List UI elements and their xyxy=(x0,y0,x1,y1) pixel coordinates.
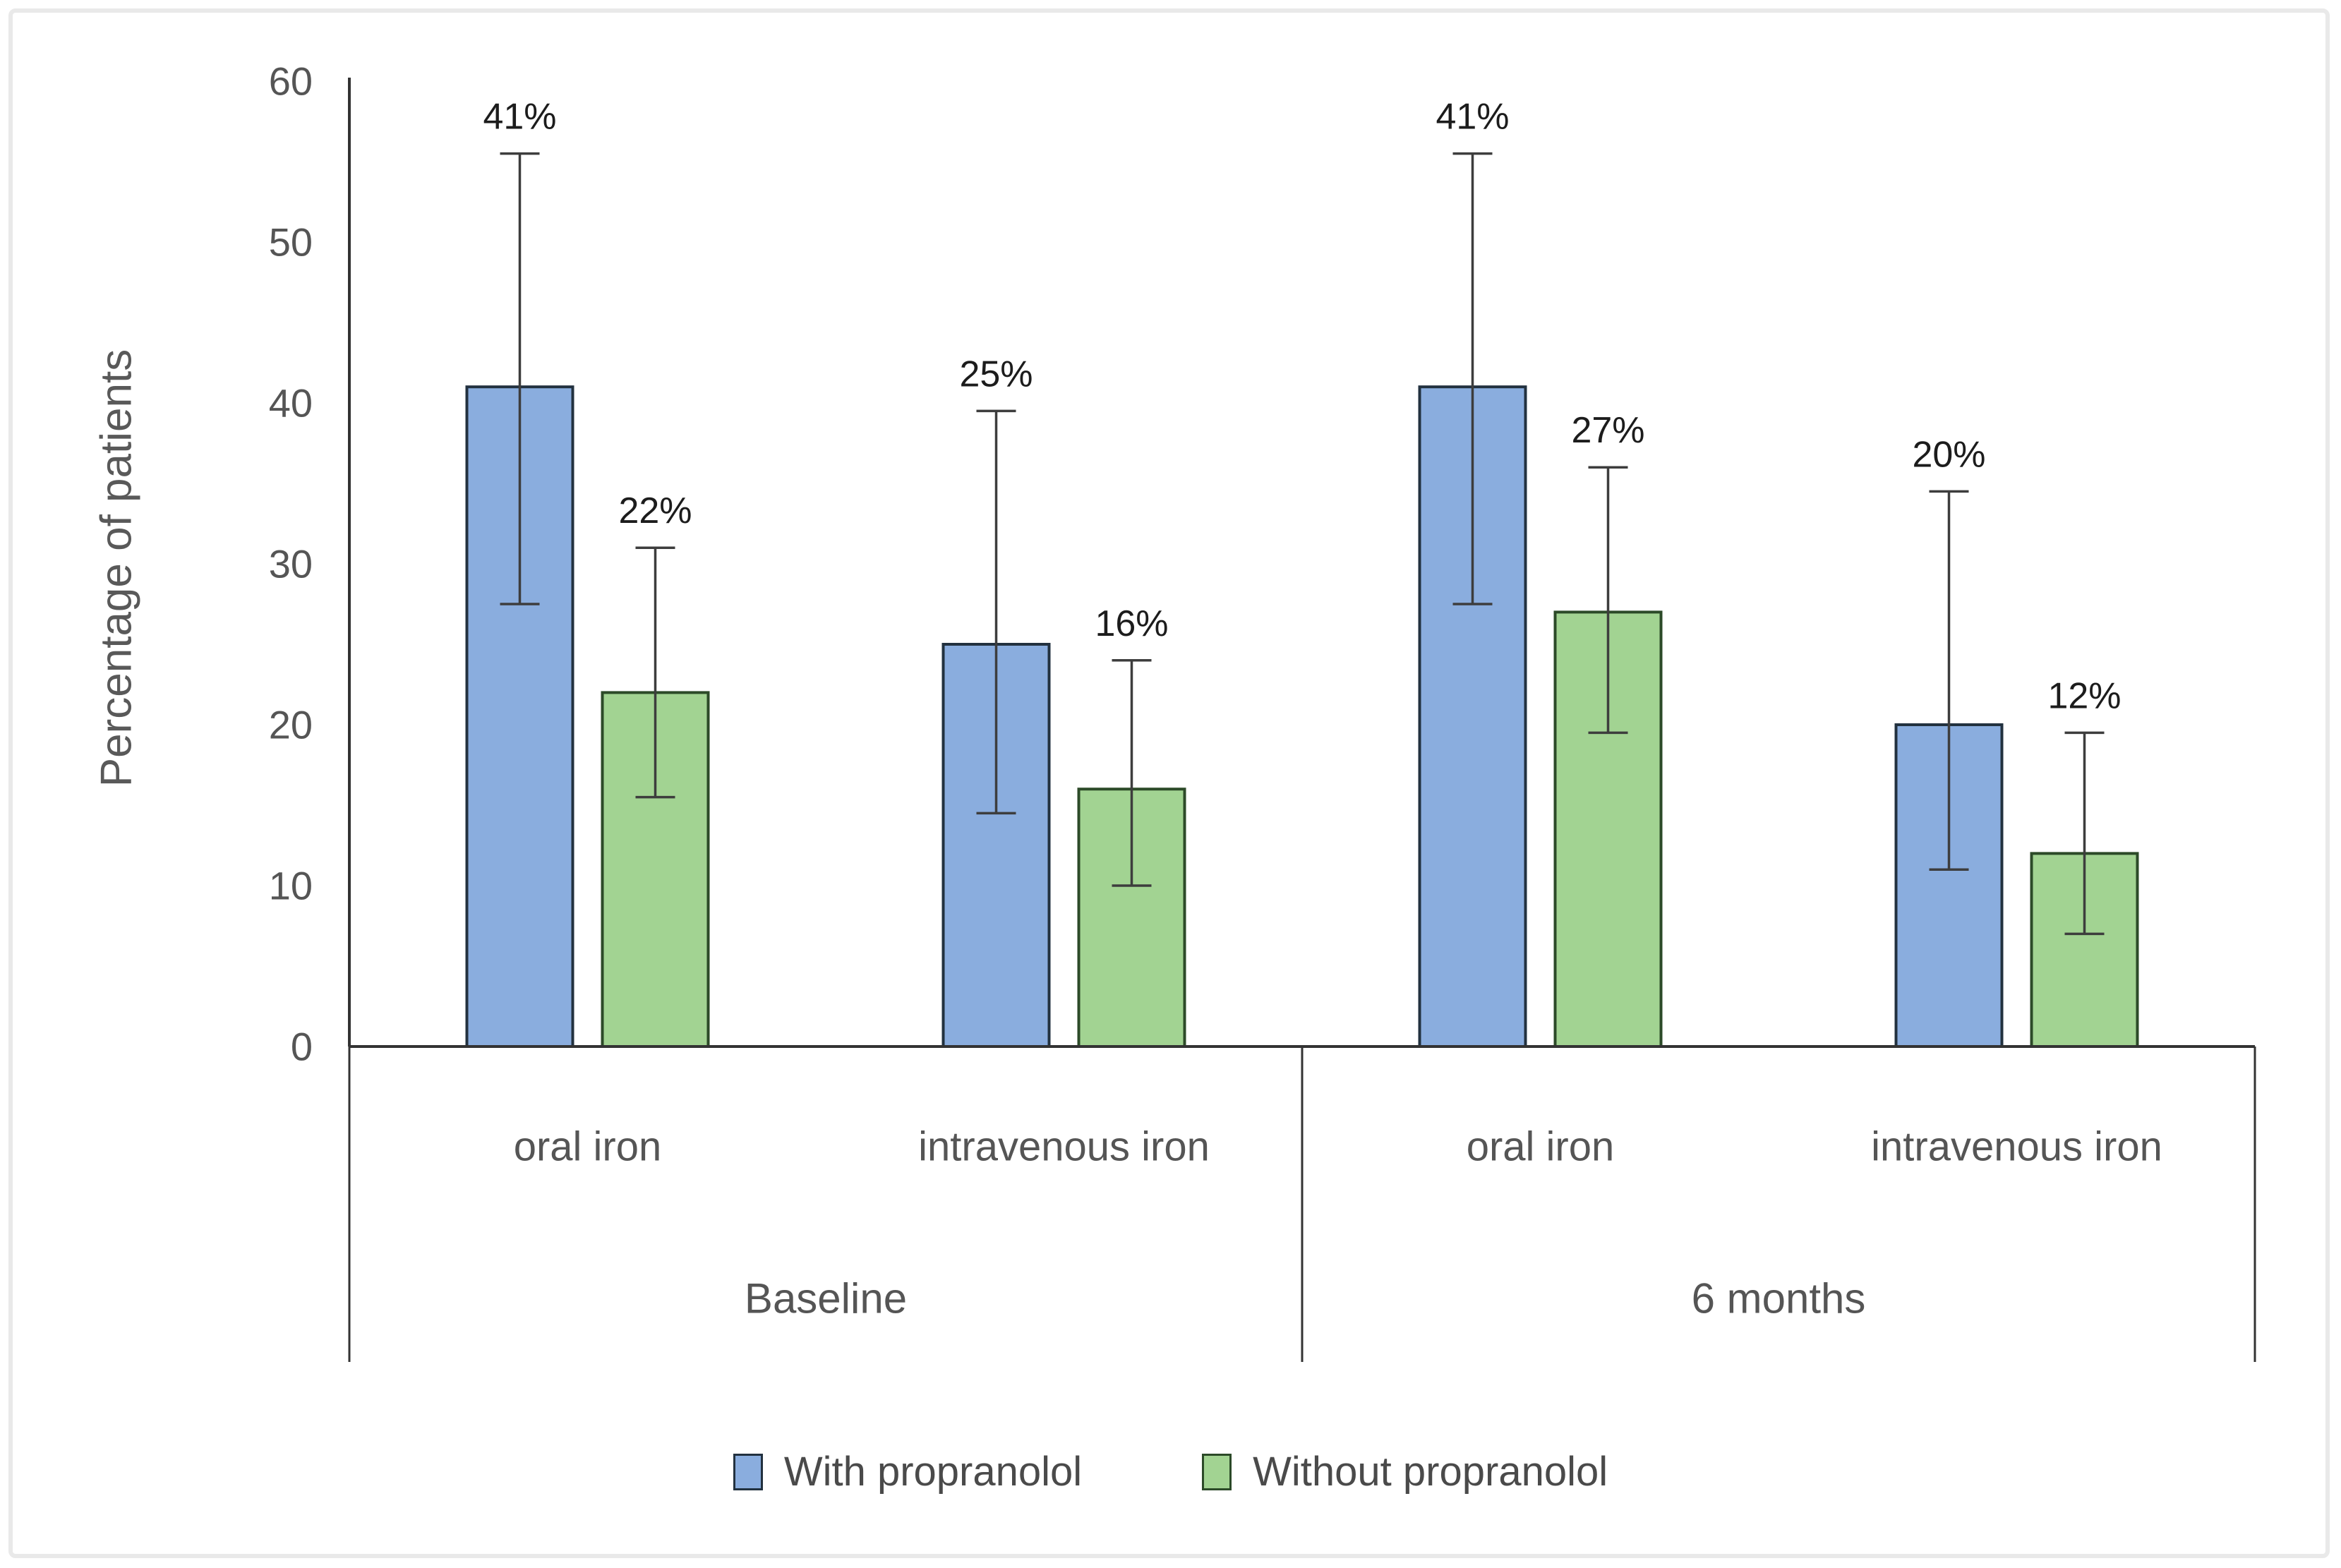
category-label: oral iron xyxy=(514,1124,662,1170)
y-tick-label: 30 xyxy=(269,542,313,586)
y-tick-label: 0 xyxy=(291,1025,313,1069)
y-tick-label: 20 xyxy=(269,703,313,747)
legend-item-with-propranolol: With propranolol xyxy=(733,1448,1082,1495)
group-label: 6 months xyxy=(1692,1275,1866,1322)
category-label: intravenous iron xyxy=(1871,1124,2162,1170)
bar-value-label: 12% xyxy=(2047,675,2121,716)
bar-value-label: 27% xyxy=(1571,410,1644,451)
legend-label: With propranolol xyxy=(783,1449,1083,1495)
legend-label: Without propranolol xyxy=(1253,1449,1608,1495)
bar-value-label: 16% xyxy=(1095,603,1168,644)
y-tick-label: 60 xyxy=(269,59,313,104)
legend: With propranolol Without propranolol xyxy=(0,1448,2341,1495)
bar xyxy=(2030,852,2139,1049)
category-label: oral iron xyxy=(1467,1124,1615,1170)
group-label: Baseline xyxy=(745,1275,907,1322)
y-tick-label: 10 xyxy=(269,864,313,908)
y-tick-label: 40 xyxy=(269,381,313,426)
bar-value-label: 41% xyxy=(483,97,556,138)
legend-swatch-blue xyxy=(733,1453,763,1490)
category-label: intravenous iron xyxy=(918,1124,1210,1170)
legend-swatch-green xyxy=(1202,1453,1232,1490)
bar-value-label: 41% xyxy=(1436,97,1509,138)
y-tick-label: 50 xyxy=(269,220,313,265)
bar-value-label: 20% xyxy=(1912,434,1985,475)
legend-item-without-propranolol: Without propranolol xyxy=(1202,1448,1608,1495)
bar-value-label: 25% xyxy=(959,354,1033,394)
bar-value-label: 22% xyxy=(618,490,692,531)
